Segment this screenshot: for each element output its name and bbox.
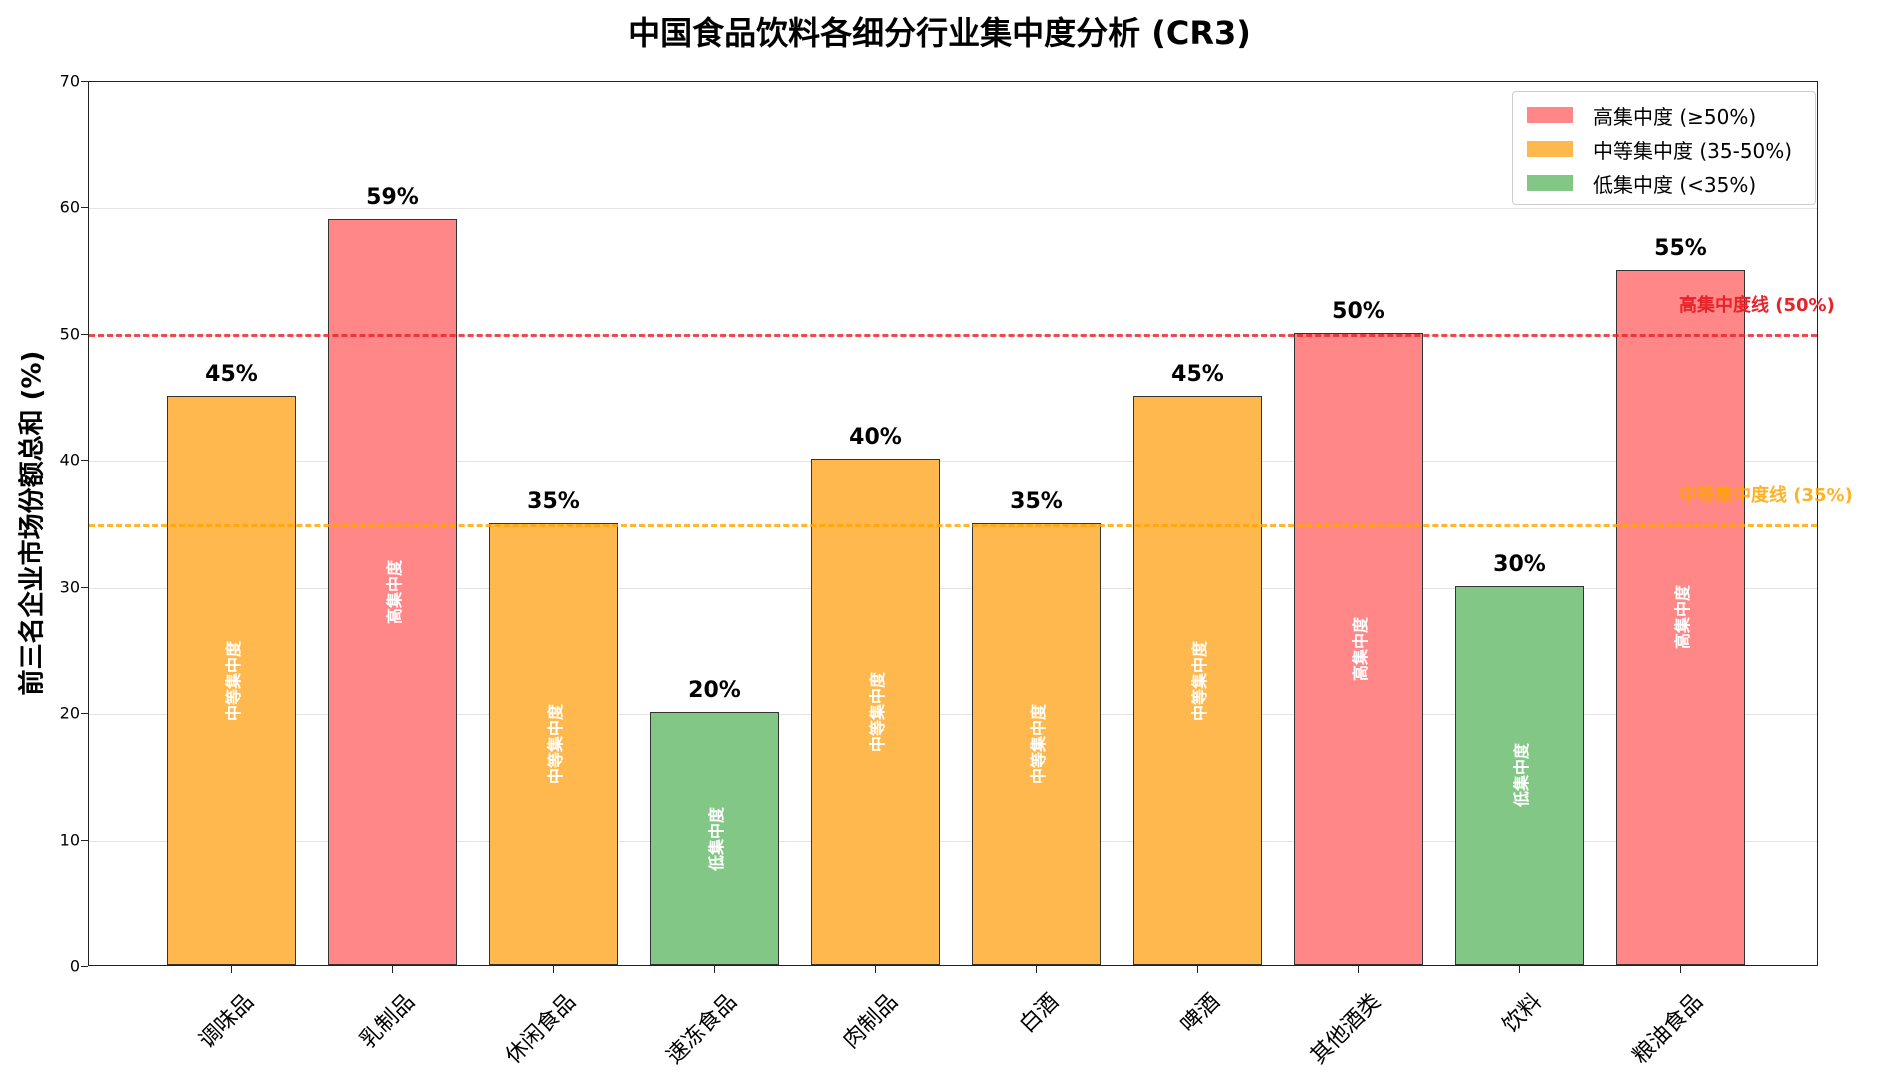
legend-swatch-high — [1527, 107, 1573, 123]
x-tick-label: 肉制品 — [838, 989, 903, 1054]
y-tick-label: 0 — [69, 956, 80, 976]
legend-item-low: 低集中度 (<35%) — [1527, 168, 1756, 198]
bar-value-label: 20% — [688, 678, 741, 704]
bar-tier-label: 中等集中度 — [867, 672, 887, 753]
y-tick-label: 40 — [59, 450, 80, 470]
bar-tier-label: 中等集中度 — [545, 703, 565, 784]
medium-line-label: 中等集中度线 (35%) — [1679, 484, 1853, 506]
plot-area: 中等集中度 45% 高集中度 59% 中等集中度 35% 低集中度 20% 中等集中度 40% 中等… — [88, 81, 1853, 966]
y-tick-mark — [81, 460, 88, 462]
y-tick-mark — [81, 586, 88, 588]
bar-8: 高集中度 — [1294, 332, 1423, 965]
bar-6: 中等集中度 — [972, 522, 1101, 965]
legend-swatch-medium — [1527, 141, 1573, 157]
x-tick-label: 调味品 — [194, 989, 259, 1054]
x-tick-mark — [552, 966, 554, 973]
bar-value-label: 55% — [1654, 235, 1707, 261]
bar-value-label: 35% — [527, 488, 580, 514]
legend-swatch-low — [1527, 175, 1573, 191]
legend-item-medium: 中等集中度 (35-50%) — [1527, 134, 1792, 164]
y-tick-label: 70 — [59, 71, 80, 91]
x-tick-mark — [713, 966, 715, 973]
bar-1: 中等集中度 — [167, 396, 296, 965]
bar-value-label: 59% — [366, 185, 419, 211]
x-tick-mark — [1357, 966, 1359, 973]
x-tick-mark — [230, 966, 232, 973]
x-tick-mark — [391, 966, 393, 973]
legend: 高集中度 (≥50%) 中等集中度 (35-50%) 低集中度 (<35%) — [1512, 91, 1816, 205]
y-tick-label: 10 — [59, 830, 80, 850]
high-concentration-line — [89, 333, 1817, 337]
gridline — [89, 461, 1817, 463]
x-tick-mark — [874, 966, 876, 973]
x-tick-label: 啤酒 — [1175, 989, 1225, 1039]
y-tick-mark — [81, 81, 88, 82]
legend-label: 高集中度 (≥50%) — [1593, 104, 1757, 129]
bar-tier-label: 高集中度 — [1672, 585, 1692, 650]
gridline — [89, 840, 1817, 842]
legend-label: 中等集中度 (35-50%) — [1593, 138, 1793, 163]
x-tick-mark — [1679, 966, 1681, 973]
y-tick-label: 20 — [59, 703, 80, 723]
y-tick-mark — [81, 713, 88, 715]
x-tick-label: 粮油食品 — [1627, 989, 1708, 1070]
bar-tier-label: 中等集中度 — [223, 640, 243, 721]
x-tick-mark — [1518, 966, 1520, 973]
x-tick-label: 休闲食品 — [500, 989, 581, 1070]
bar-tier-label: 低集中度 — [706, 806, 726, 871]
legend-item-high: 高集中度 (≥50%) — [1527, 100, 1756, 130]
y-tick-label: 50 — [59, 324, 80, 344]
bar-tier-label: 高集中度 — [384, 560, 404, 625]
bar-value-label: 45% — [205, 362, 258, 388]
chart-title: 中国食品饮料各细分行业集中度分析 (CR3) — [628, 14, 1251, 52]
x-tick-label: 其他酒类 — [1305, 989, 1386, 1070]
high-line-label: 高集中度线 (50%) — [1679, 294, 1835, 316]
gridline — [89, 714, 1817, 716]
bar-tier-label: 中等集中度 — [1189, 640, 1209, 721]
y-tick-label: 30 — [59, 577, 80, 597]
y-tick-mark — [81, 966, 88, 967]
x-tick-label: 饮料 — [1497, 989, 1547, 1039]
y-tick-mark — [81, 207, 88, 209]
bar-3: 中等集中度 — [489, 522, 618, 965]
legend-label: 低集中度 (<35%) — [1593, 172, 1757, 197]
bar-4: 低集中度 — [650, 712, 779, 965]
y-axis-label: 前三名企业市场份额总和 (%) — [17, 350, 48, 696]
bar-value-label: 35% — [1010, 488, 1063, 514]
bar-tier-label: 中等集中度 — [1028, 703, 1048, 784]
x-tick-label: 乳制品 — [355, 989, 420, 1054]
bar-10: 高集中度 — [1616, 269, 1745, 965]
bar-value-label: 50% — [1332, 298, 1385, 324]
gridline — [89, 208, 1817, 210]
bar-value-label: 40% — [849, 425, 902, 451]
bar-value-label: 30% — [1493, 551, 1546, 577]
y-tick-mark — [81, 839, 88, 841]
y-tick-label: 60 — [59, 197, 80, 217]
bar-tier-label: 高集中度 — [1350, 616, 1370, 681]
bar-value-label: 45% — [1171, 362, 1224, 388]
bar-9: 低集中度 — [1455, 585, 1584, 965]
bar-5: 中等集中度 — [811, 459, 940, 965]
x-tick-label: 速冻食品 — [661, 989, 742, 1070]
bar-7: 中等集中度 — [1133, 396, 1262, 965]
medium-concentration-line — [89, 523, 1817, 527]
y-tick-mark — [81, 333, 88, 335]
bar-2: 高集中度 — [328, 219, 457, 965]
x-tick-mark — [1196, 966, 1198, 973]
x-tick-label: 白酒 — [1014, 989, 1064, 1039]
gridline — [89, 587, 1817, 589]
x-tick-mark — [1035, 966, 1037, 973]
bar-tier-label: 低集中度 — [1511, 743, 1531, 808]
